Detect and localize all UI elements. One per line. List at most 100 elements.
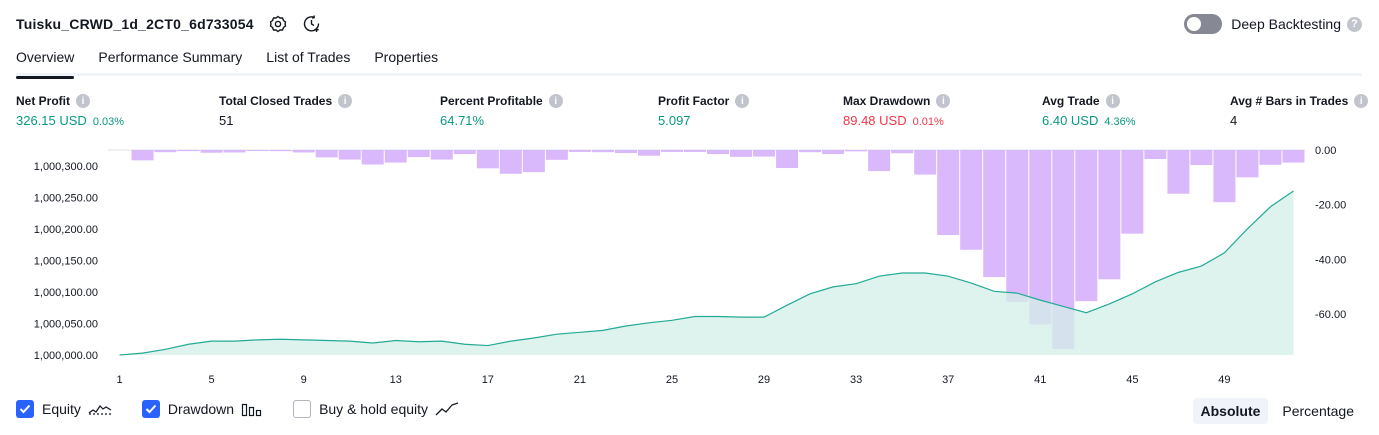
legend-buy-hold[interactable]: Buy & hold equity (293, 400, 459, 418)
drawdown-bar (430, 150, 453, 160)
drawdown-bar (1213, 150, 1236, 203)
legend-label: Drawdown (167, 401, 235, 417)
trend-line-icon (435, 401, 459, 417)
x-axis-tick: 9 (301, 374, 307, 386)
drawdown-bar (361, 150, 384, 165)
drawdown-bar (868, 150, 891, 172)
drawdown-bar (753, 150, 776, 157)
drawdown-bar (292, 150, 315, 153)
deep-backtesting-toggle[interactable] (1184, 14, 1223, 34)
drawdown-bar (1167, 150, 1190, 194)
x-axis-tick: 13 (390, 374, 402, 386)
y-axis-left-tick: 1,000,050.00 (34, 318, 98, 330)
metric-value: 6.40 USD (1042, 113, 1099, 128)
drawdown-bar (637, 150, 660, 156)
x-axis-tick: 45 (1126, 374, 1138, 386)
drawdown-bar (730, 150, 753, 157)
y-axis-left-tick: 1,000,200.00 (34, 224, 98, 236)
drawdown-bar (937, 150, 960, 236)
info-icon[interactable]: i (1105, 94, 1120, 108)
y-axis-left-tick: 1,000,150.00 (34, 255, 98, 267)
legend-drawdown[interactable]: Drawdown (141, 400, 263, 418)
info-icon[interactable]: i (735, 94, 750, 108)
y-axis-left-tick: 1,000,250.00 (34, 192, 98, 204)
drawdown-bar (384, 150, 407, 163)
drawdown-bar (591, 150, 614, 153)
drawdown-bar (1144, 150, 1167, 160)
tab-list-of-trades[interactable]: List of Trades (266, 49, 351, 65)
drawdown-bar (660, 150, 683, 152)
drawdown-bar (1052, 150, 1075, 349)
metric-percent: 0.01% (912, 116, 944, 128)
metric-value: 326.15 USD (16, 113, 87, 128)
drawdown-bar (707, 150, 730, 155)
drawdown-bar (683, 150, 706, 152)
drawdown-bar (1075, 150, 1098, 302)
equity-line-icon (88, 401, 112, 417)
drawdown-bar (776, 150, 799, 169)
metric-avg-trade: Avg Trade i 6.40 USD 4.36% (1042, 94, 1136, 128)
drawdown-bar (453, 150, 476, 155)
absolute-button[interactable]: Absolute (1192, 398, 1269, 424)
y-axis-left-tick: 1,000,100.00 (34, 287, 98, 299)
tab-overview[interactable]: Overview (16, 42, 75, 79)
metric-value: 89.48 USD (843, 113, 907, 128)
drawdown-bar (315, 150, 338, 158)
y-axis-right-tick: -60.00 (1315, 309, 1346, 321)
metric-label: Net Profit (16, 94, 70, 108)
y-axis-left-tick: 1,000,000.00 (34, 350, 98, 362)
metric-label: Percent Profitable (440, 94, 543, 108)
metric-profit-factor: Profit Factor i 5.097 (658, 94, 750, 128)
equity-drawdown-chart[interactable]: 1,000,000.00 1,000,050.00 1,000,100.00 1,00… (0, 140, 1379, 390)
info-icon[interactable]: i (548, 94, 563, 108)
x-axis-tick: 21 (574, 374, 586, 386)
help-icon[interactable]: ? (1347, 16, 1362, 32)
metric-percent-profitable: Percent Profitable i 64.71% (440, 94, 563, 128)
metric-label: Avg Trade (1042, 94, 1100, 108)
info-icon[interactable]: i (338, 94, 353, 108)
drawdown-bar (614, 150, 637, 154)
drawdown-checkbox[interactable] (141, 400, 160, 418)
drawdown-bar (1121, 150, 1144, 234)
metric-percent: 0.03% (92, 116, 125, 128)
drawdown-bar (891, 150, 914, 154)
info-icon[interactable]: i (76, 94, 90, 108)
metric-net-profit: Net Profit i 326.15 USD 0.03% (16, 94, 124, 128)
metric-avg-bars: Avg # Bars in Trades i 4 (1230, 94, 1369, 128)
drawdown-bar (407, 150, 430, 158)
percentage-button[interactable]: Percentage (1282, 403, 1354, 419)
metric-percent: 4.36% (1104, 116, 1136, 128)
strategy-header: Tuisku_CRWD_1d_2CT0_6d733054 (16, 12, 322, 36)
metric-label: Total Closed Trades (219, 94, 333, 108)
drawdown-bar (822, 150, 845, 155)
drawdown-bar (177, 150, 200, 152)
timer-refresh-icon[interactable] (302, 14, 322, 34)
drawdown-bar (522, 150, 545, 173)
drawdown-bar (1236, 150, 1259, 178)
value-mode-switch: Absolute Percentage (1187, 398, 1363, 424)
metric-value: 5.097 (658, 113, 691, 128)
x-axis-tick: 1 (116, 374, 122, 386)
drawdown-bar (223, 150, 246, 153)
y-axis-right-tick: -20.00 (1315, 200, 1346, 212)
buy-hold-checkbox[interactable] (293, 400, 312, 418)
chart-legend: Equity Drawdown Buy & hold equity (16, 400, 489, 418)
drawdown-bar (476, 150, 499, 169)
tab-performance-summary[interactable]: Performance Summary (98, 49, 243, 65)
info-icon[interactable]: i (1354, 94, 1369, 108)
drawdown-bar (246, 150, 269, 151)
drawdown-bar (1006, 150, 1029, 302)
legend-equity[interactable]: Equity (16, 400, 112, 418)
info-icon[interactable]: i (936, 94, 951, 108)
y-axis-right-tick: 0.00 (1315, 145, 1336, 157)
metric-total-closed-trades: Total Closed Trades i 51 (219, 94, 353, 128)
equity-checkbox[interactable] (16, 400, 34, 418)
tab-properties[interactable]: Properties (374, 49, 439, 65)
drawdown-bar (1029, 150, 1052, 325)
drawdown-bar (1259, 150, 1282, 165)
y-axis-left-tick: 1,000,300.00 (34, 161, 98, 173)
drawdown-bar (154, 150, 177, 153)
deep-backtesting: Deep Backtesting ? (1184, 14, 1362, 34)
drawdown-bar (845, 150, 868, 152)
gear-icon[interactable] (268, 14, 288, 34)
